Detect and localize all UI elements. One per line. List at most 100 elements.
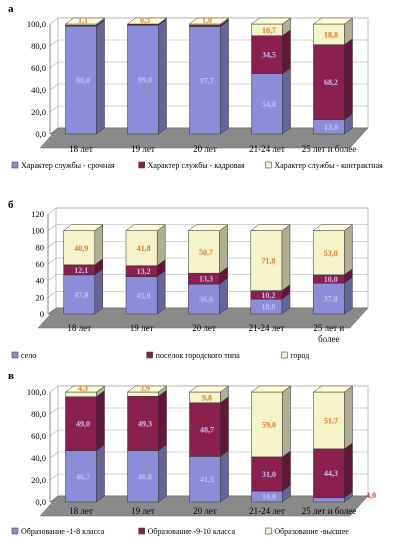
legend-swatch [11,161,19,169]
bar-segment [125,270,166,315]
data-label: 34,5 [262,51,276,60]
data-label: 18,8 [324,30,338,39]
bar-segment [188,17,230,26]
gridline-diag [47,224,57,231]
data-label: 40,9 [74,244,88,253]
data-label: 1,1 [78,16,88,25]
bar-side [158,444,167,503]
bar-segment [62,224,104,266]
bar-side [282,385,291,458]
bar-side [344,224,353,276]
bar-segment [250,17,292,37]
data-label: 9,8 [202,393,212,402]
plot-floor-front [37,307,369,329]
bar-front [125,276,158,315]
bar-side [282,29,291,75]
bar-front [312,230,345,276]
bar-front [125,230,158,266]
gridline-diag [49,83,59,91]
y-tick-label: 20 [36,292,45,302]
legend-swatch [265,527,272,535]
bar-side [156,224,166,267]
x-tick-label: 20 лет [193,506,217,516]
data-label: 46,7 [76,472,90,481]
legend-label: Образование -высшее [274,527,349,536]
y-tick-label: 40,0 [31,453,46,463]
bar-top [62,224,104,231]
y-tick-label: 60 [36,259,45,269]
data-label: 45,0 [137,291,151,300]
x-tick-label: 21-24 лет [249,323,285,333]
chart-panel-2: б 0 20 40 60 80 100 120 47,0 12,1 40,9 18 лет 45,0 13… [8,199,369,360]
bar-front [189,26,221,135]
bar-segment [126,385,168,397]
bar-segment [312,38,354,121]
y-tick-label: 100 [31,226,44,236]
legend-label: поселок городского типа [156,351,241,360]
bar-front [65,450,97,503]
legend-swatch [11,351,19,359]
data-label: 59,0 [262,420,276,429]
gridline-diag [47,207,57,215]
gridline-diag [49,61,59,69]
data-label: 41,5 [200,475,214,484]
bar-side [344,38,353,121]
bar-top [250,17,292,25]
data-label: 10,0 [324,275,338,284]
data-label: 44,3 [324,469,338,478]
x-tick-label: 18 лет [69,506,93,516]
bar-side [158,389,167,452]
data-label: 68,2 [324,78,338,87]
data-label: 50,7 [199,248,213,257]
bar-side [344,276,353,315]
x-tick-label: 20 лет [192,323,216,333]
x-tick-label: 18 лет [69,144,93,154]
bar-front [251,35,283,74]
y-tick-label: 20,0 [31,107,46,117]
data-label: 37,0 [324,295,338,304]
legend-swatch [138,527,145,535]
legend-label: Характер службы - контрактная [274,161,383,170]
bar-top [312,385,354,393]
legend: Образование -1-8 класса Образование -9-10… [11,527,349,536]
bar-side [96,390,105,452]
legend-swatch [11,527,19,535]
gridline-diag [47,257,57,265]
legend-swatch [138,161,145,169]
legend-label: Характер службы - кадровая [148,161,245,170]
legend-swatch [265,161,272,169]
data-label: 53,0 [324,249,338,258]
data-label: 51,7 [324,416,338,425]
bar-top [187,224,229,231]
gridline-diag [49,473,59,481]
bar-segment [126,17,168,25]
data-label: 49,3 [138,419,152,428]
data-label: 46,8 [138,472,152,481]
data-label: 41,8 [137,244,151,253]
bar-side [220,20,229,135]
y-tick-label: 100,0 [27,19,46,29]
legend-label: село [21,351,36,360]
bar-front [127,450,159,503]
chart-panel-3: в 0,0 20,0 40,0 60,0 80,0 100,0 46,7 49,0 4,3 18 л… [8,370,376,536]
bar-segment [64,385,106,398]
y-tick-label: 20,0 [31,475,46,485]
bar-top [312,17,354,25]
y-tick-label: 80,0 [31,409,46,419]
x-tick-label: 18 лет [67,323,91,333]
gridline-diag [49,407,59,415]
bar-segment [188,385,230,404]
legend: Характер службы - срочная Характер службы… [11,161,383,170]
data-label: 1,0 [202,16,212,25]
y-tick-label: 120 [31,209,44,219]
bar-segment [250,224,291,292]
bar-segment [126,444,168,503]
x-tick-label-cont: более [318,334,339,344]
bar-segment [187,224,229,274]
data-label: 10,7 [262,26,276,35]
data-label: 3,9 [140,384,150,393]
x-tick-label: 20 лет [193,144,217,154]
bar-side [282,67,291,135]
gridline-diag [49,429,59,437]
